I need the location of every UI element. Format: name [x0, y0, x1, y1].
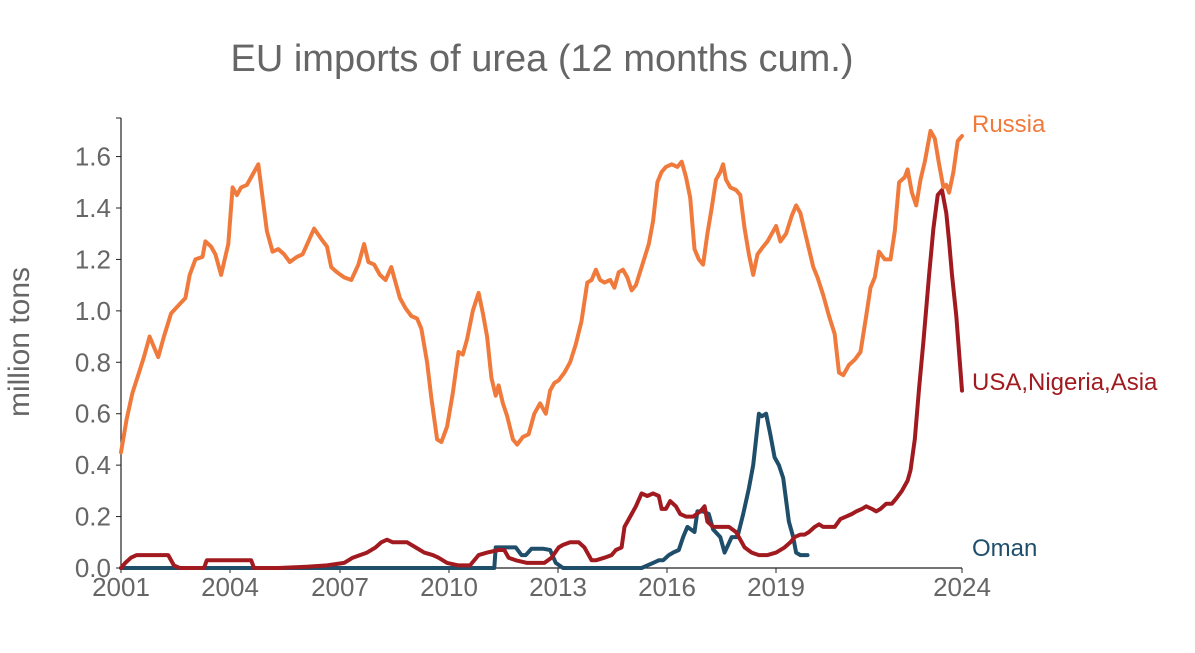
series-line-oman — [119, 411, 810, 570]
axes: 0.0 0.2 0.4 0.6 0.8 1.0 1.2 1.4 1.6 2001 2004 2007 2… — [75, 117, 991, 602]
series-line-usa-nigeria-asia — [119, 188, 964, 570]
x-tick-label: 2010 — [420, 572, 478, 602]
y-tick-label: 0.6 — [75, 399, 111, 429]
series-label: USA,Nigeria,Asia — [972, 369, 1158, 396]
series-label: Russia — [972, 111, 1046, 138]
series-layer — [119, 128, 964, 570]
y-tick-label: 0.8 — [75, 347, 111, 377]
series-label: Oman — [972, 535, 1037, 562]
y-tick-label: 1.2 — [75, 244, 111, 274]
x-tick-label: 2007 — [311, 572, 369, 602]
y-tick-label: 1.0 — [75, 296, 111, 326]
chart-title: EU imports of urea (12 months cum.) — [230, 38, 854, 80]
series-labels: Oman USA,Nigeria,Asia Russia — [972, 111, 1158, 562]
y-tick-label: 1.4 — [75, 193, 111, 223]
y-tick-label: 1.6 — [75, 142, 111, 172]
x-tick-label: 2004 — [201, 572, 259, 602]
x-tick-label: 2013 — [529, 572, 587, 602]
x-tick-label: 2019 — [747, 572, 805, 602]
y-tick-label: 0.4 — [75, 450, 111, 480]
series-line-russia — [119, 128, 964, 455]
y-tick-label: 0.0 — [75, 553, 111, 583]
x-tick-label: 2001 — [92, 572, 150, 602]
x-tick-label: 2016 — [638, 572, 696, 602]
y-tick-label: 0.2 — [75, 502, 111, 532]
x-tick-label: 2024 — [933, 572, 991, 602]
